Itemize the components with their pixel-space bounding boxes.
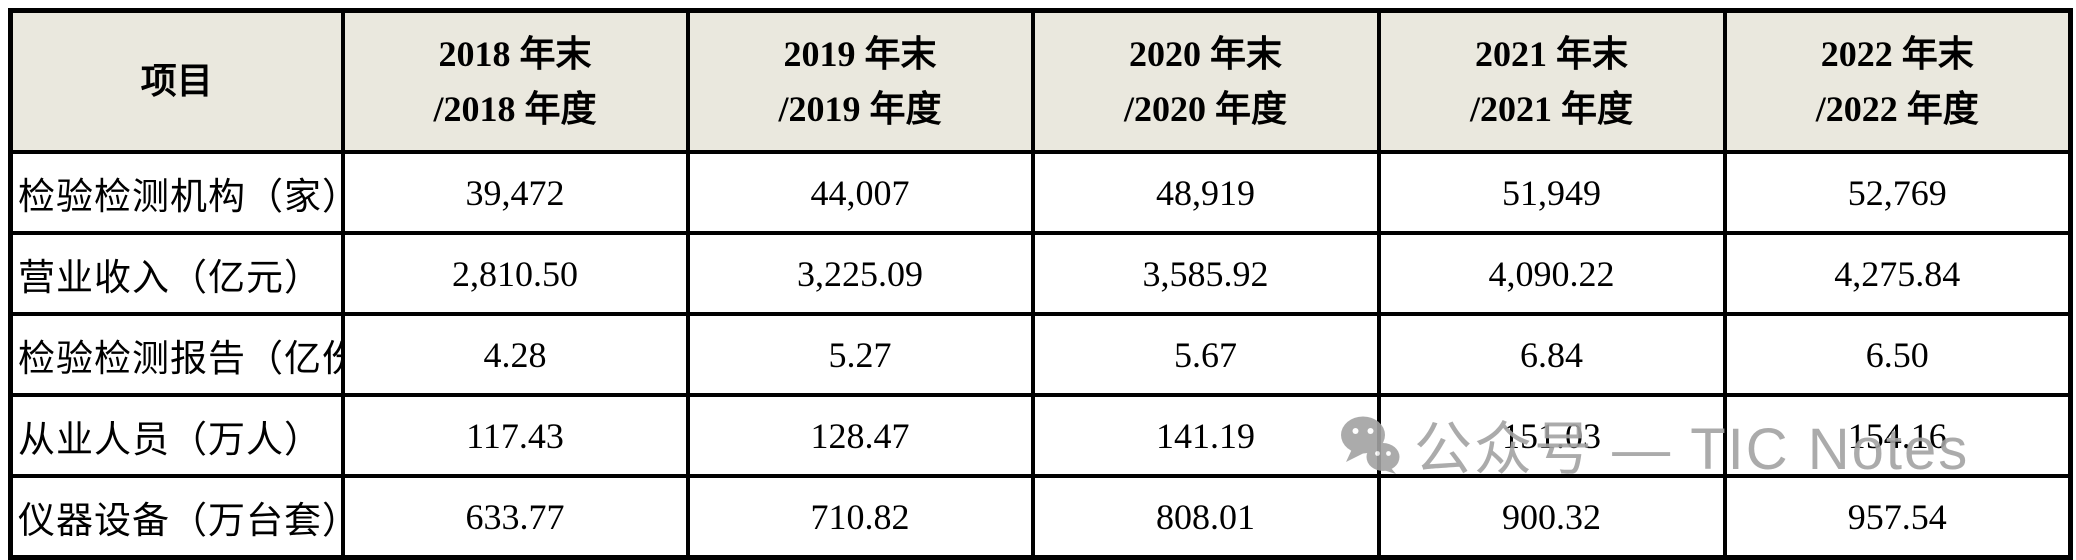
- row-label: 检验检测机构（家）: [8, 150, 345, 235]
- cell-value: 39,472: [340, 150, 690, 235]
- statistics-table: 项目 2018 年末 /2018 年度 2019 年末 /2019 年度 202…: [8, 8, 2073, 560]
- header-item: 项目: [8, 8, 345, 154]
- cell-value: 51,949: [1376, 150, 1727, 235]
- cell-value: 154.16: [1722, 393, 2073, 478]
- cell-value: 6.50: [1722, 312, 2073, 397]
- table-row-equipment: 仪器设备（万台套） 633.77 710.82 808.01 900.32 95…: [8, 474, 2073, 560]
- header-item-label: 项目: [140, 61, 213, 101]
- row-label: 从业人员（万人）: [8, 393, 345, 478]
- cell-value: 151.03: [1376, 393, 1727, 478]
- table-row-institutions: 检验检测机构（家） 39,472 44,007 48,919 51,949 52…: [8, 150, 2073, 235]
- table-row-revenue: 营业收入（亿元） 2,810.50 3,225.09 3,585.92 4,09…: [8, 231, 2073, 316]
- cell-value: 44,007: [685, 150, 1035, 235]
- header-row: 项目 2018 年末 /2018 年度 2019 年末 /2019 年度 202…: [8, 8, 2073, 154]
- table-row-employees: 从业人员（万人） 117.43 128.47 141.19 151.03 154…: [8, 393, 2073, 478]
- cell-value: 2,810.50: [340, 231, 690, 316]
- cell-value: 52,769: [1722, 150, 2073, 235]
- cell-value: 5.27: [685, 312, 1035, 397]
- header-col-2018: 2018 年末 /2018 年度: [340, 8, 690, 154]
- cell-value: 128.47: [685, 393, 1035, 478]
- header-col-2020: 2020 年末 /2020 年度: [1030, 8, 1381, 154]
- cell-value: 710.82: [685, 474, 1035, 560]
- cell-value: 117.43: [340, 393, 690, 478]
- header-col-2022: 2022 年末 /2022 年度: [1722, 8, 2073, 154]
- row-label: 仪器设备（万台套）: [8, 474, 345, 560]
- cell-value: 900.32: [1376, 474, 1727, 560]
- cell-value: 48,919: [1030, 150, 1381, 235]
- cell-value: 4,090.22: [1376, 231, 1727, 316]
- cell-value: 141.19: [1030, 393, 1381, 478]
- cell-value: 3,225.09: [685, 231, 1035, 316]
- cell-value: 633.77: [340, 474, 690, 560]
- cell-value: 4,275.84: [1722, 231, 2073, 316]
- cell-value: 957.54: [1722, 474, 2073, 560]
- header-col-2019: 2019 年末 /2019 年度: [685, 8, 1035, 154]
- cell-value: 3,585.92: [1030, 231, 1381, 316]
- row-label: 营业收入（亿元）: [8, 231, 345, 316]
- cell-value: 5.67: [1030, 312, 1381, 397]
- cell-value: 6.84: [1376, 312, 1727, 397]
- table-row-reports: 检验检测报告（亿份） 4.28 5.27 5.67 6.84 6.50: [8, 312, 2073, 397]
- cell-value: 4.28: [340, 312, 690, 397]
- header-col-2021: 2021 年末 /2021 年度: [1376, 8, 1727, 154]
- cell-value: 808.01: [1030, 474, 1381, 560]
- row-label: 检验检测报告（亿份）: [8, 312, 345, 397]
